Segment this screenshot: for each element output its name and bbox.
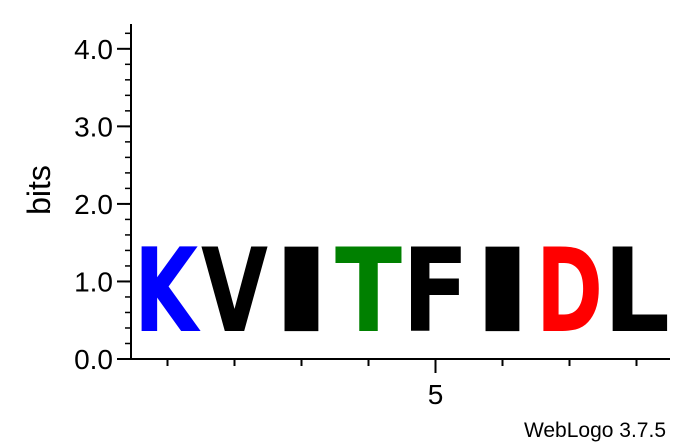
weblogo-version-footer: WebLogo 3.7.5 — [524, 419, 666, 442]
x-axis: 5 — [130, 358, 670, 410]
logo-letter: T — [335, 224, 402, 359]
x-tick-label: 5 — [428, 379, 444, 410]
y-tick-label: 1.0 — [74, 266, 113, 297]
y-axis: 0.0 1.0 2.0 3.0 4.0 — [74, 24, 132, 375]
y-tick-label: 3.0 — [74, 111, 113, 142]
logo-letter: V — [201, 225, 268, 360]
logo-letter: L — [603, 224, 670, 359]
y-tick-label: 0.0 — [74, 344, 113, 375]
y-tick-label: 4.0 — [74, 34, 113, 65]
logo-letter: F — [402, 224, 469, 359]
logo-letter: I — [469, 223, 536, 359]
logo-letter: D — [536, 223, 603, 359]
logo-letter: I — [268, 223, 335, 359]
y-tick-label: 2.0 — [74, 189, 113, 220]
logo-letter: K — [134, 224, 201, 359]
y-axis-title: bits — [21, 165, 57, 215]
